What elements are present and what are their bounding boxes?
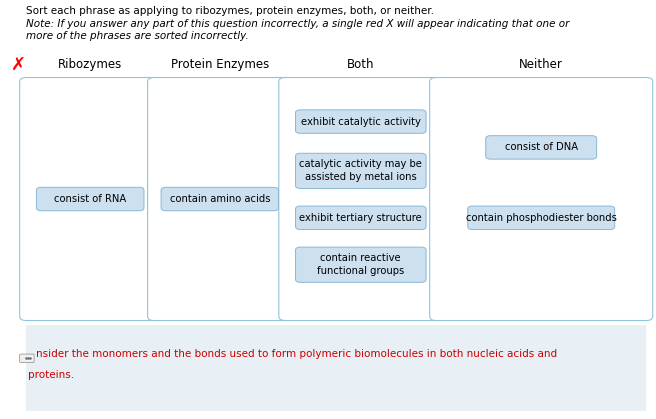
Text: Protein Enzymes: Protein Enzymes bbox=[171, 58, 269, 72]
Text: ✗: ✗ bbox=[10, 56, 26, 74]
Text: more of the phrases are sorted incorrectly.: more of the phrases are sorted incorrect… bbox=[26, 31, 249, 41]
FancyBboxPatch shape bbox=[36, 187, 144, 211]
FancyBboxPatch shape bbox=[279, 78, 443, 321]
FancyBboxPatch shape bbox=[430, 78, 653, 321]
Text: Neither: Neither bbox=[520, 58, 563, 72]
FancyBboxPatch shape bbox=[26, 325, 646, 411]
Text: contain reactive
functional groups: contain reactive functional groups bbox=[317, 253, 405, 276]
FancyBboxPatch shape bbox=[296, 247, 426, 282]
FancyBboxPatch shape bbox=[161, 187, 278, 211]
Text: Note: If you answer any part of this question incorrectly, a single red X will a: Note: If you answer any part of this que… bbox=[26, 19, 569, 29]
FancyBboxPatch shape bbox=[296, 153, 426, 189]
Text: contain amino acids: contain amino acids bbox=[169, 194, 270, 204]
Text: proteins.: proteins. bbox=[28, 370, 73, 380]
Text: consist of RNA: consist of RNA bbox=[54, 194, 127, 204]
FancyBboxPatch shape bbox=[20, 354, 34, 362]
Text: Ribozymes: Ribozymes bbox=[58, 58, 122, 72]
Text: exhibit tertiary structure: exhibit tertiary structure bbox=[299, 213, 422, 223]
Text: Sort each phrase as applying to ribozymes, protein enzymes, both, or neither.: Sort each phrase as applying to ribozyme… bbox=[26, 6, 434, 16]
FancyBboxPatch shape bbox=[296, 206, 426, 230]
Text: nsider the monomers and the bonds used to form polymeric biomolecules in both nu: nsider the monomers and the bonds used t… bbox=[36, 349, 557, 359]
Text: catalytic activity may be
assisted by metal ions: catalytic activity may be assisted by me… bbox=[299, 160, 422, 182]
FancyBboxPatch shape bbox=[296, 110, 426, 133]
Text: consist of DNA: consist of DNA bbox=[504, 142, 578, 153]
FancyBboxPatch shape bbox=[485, 136, 597, 159]
FancyBboxPatch shape bbox=[20, 78, 161, 321]
FancyBboxPatch shape bbox=[468, 206, 615, 230]
Text: Both: Both bbox=[347, 58, 375, 72]
Text: exhibit catalytic activity: exhibit catalytic activity bbox=[301, 116, 420, 127]
Text: contain phosphodiester bonds: contain phosphodiester bonds bbox=[466, 213, 617, 223]
FancyBboxPatch shape bbox=[148, 78, 292, 321]
